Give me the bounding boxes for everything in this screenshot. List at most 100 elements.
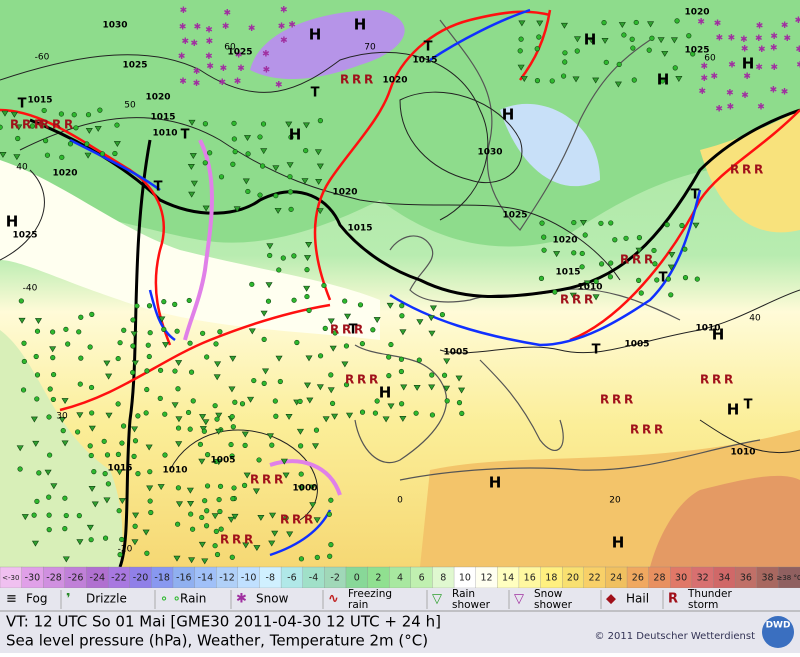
rain-symbol <box>571 219 577 226</box>
scale-label: 8 <box>440 573 446 584</box>
cold-front <box>69 138 176 342</box>
rain-symbol <box>259 163 266 169</box>
snow-symbol: ✱ <box>755 63 763 73</box>
snow-symbol: ✱ <box>237 64 245 74</box>
scale-label: 10 <box>459 573 471 584</box>
subtitle: Sea level pressure (hPa), Weather, Tempe… <box>6 632 428 650</box>
shower-symbol <box>427 315 435 322</box>
legend-panel <box>0 588 800 653</box>
rain-symbol <box>630 45 636 51</box>
scale-label: -22 <box>111 573 127 584</box>
shower-symbol <box>399 329 407 336</box>
rain-symbol <box>102 470 108 477</box>
thunderstorm-symbol: R <box>220 533 229 547</box>
rain-symbol <box>121 327 127 333</box>
rain-symbol <box>228 441 234 448</box>
shower-symbol <box>215 412 223 419</box>
rain-symbol <box>50 396 56 403</box>
rain-symbol <box>552 289 558 295</box>
snow-symbol: ✱ <box>262 50 270 60</box>
shower-symbol <box>583 280 591 287</box>
rain-symbol <box>459 410 465 417</box>
legend-label: Freezing <box>348 588 392 600</box>
rain-symbol <box>97 107 103 113</box>
rain-symbol <box>148 509 154 516</box>
rain-symbol <box>249 281 255 287</box>
rain-symbol <box>218 526 224 532</box>
rain-symbol <box>0 124 3 130</box>
shower-symbol <box>327 318 335 325</box>
rain-symbol <box>230 161 236 167</box>
shower-symbol <box>30 416 38 423</box>
legend-label: Snow <box>534 588 563 600</box>
pressure-label: 1030 <box>477 148 502 158</box>
shower-symbol <box>315 178 323 185</box>
thunderstorm-symbol: R <box>330 323 339 337</box>
rain-symbol <box>172 301 178 307</box>
rain-symbol <box>58 111 64 117</box>
isotherm-label: 50 <box>124 101 136 111</box>
shower-symbol <box>458 387 466 394</box>
snow-symbol: ✱ <box>757 102 765 112</box>
scale-label: ≥38 °C <box>776 574 800 582</box>
thunderstorm-symbol: R <box>584 293 593 307</box>
rain-symbol <box>287 189 294 195</box>
pressure-label: 1025 <box>502 211 527 221</box>
rain-symbol <box>291 253 297 259</box>
shower-symbol <box>302 122 310 129</box>
legend-label: Rain <box>452 588 475 600</box>
rain-symbol <box>261 336 267 342</box>
rain-symbol <box>31 512 37 518</box>
snow-symbol: ✱ <box>770 86 778 96</box>
shower-symbol <box>227 516 235 523</box>
thunderstorm-symbol: R <box>754 163 763 177</box>
snow-symbol: ✱ <box>755 34 763 44</box>
rain-symbol <box>579 264 585 270</box>
rain-symbol <box>135 413 141 419</box>
rain-symbol <box>668 292 674 298</box>
shower-symbol <box>201 558 209 565</box>
shower-symbol <box>553 251 561 258</box>
rain-symbol <box>175 485 182 491</box>
scale-label: 0 <box>354 573 360 584</box>
rain-symbol <box>257 134 263 140</box>
rain-symbol <box>343 382 350 388</box>
rain-symbol <box>386 373 392 379</box>
rain-symbol <box>162 452 168 458</box>
scale-label: -16 <box>176 573 192 584</box>
shower-symbol <box>162 342 170 348</box>
temperature-scale: <-30 -30 -28 -26 -24 -22 -20 -18 -16 -14 -12 -10 -8-… <box>0 566 800 589</box>
snow-symbol: ✱ <box>781 21 789 31</box>
scale-label: -24 <box>90 573 106 584</box>
rain-symbol <box>399 401 405 407</box>
pressure-label: 1015 <box>27 96 52 106</box>
legend-label: Thunder <box>687 588 733 600</box>
shower-symbol <box>103 360 111 367</box>
snow-symbol: ✱ <box>179 23 187 33</box>
shower-symbol <box>257 515 265 521</box>
rain-symbol <box>294 339 300 346</box>
legend-icon: ◆ <box>606 592 616 607</box>
map-labels: 1030 1025 1025 1020 1020 1015 1010 1020 1025 1015… <box>6 8 761 555</box>
rain-symbol <box>67 141 74 147</box>
rain-symbol <box>175 386 181 392</box>
shower-symbol <box>266 243 274 250</box>
rain-symbol <box>288 134 294 140</box>
rain-symbol <box>579 250 585 257</box>
rain-symbol <box>359 409 366 415</box>
low-pressure: T <box>181 128 190 143</box>
rain-symbol <box>256 457 262 463</box>
thunderstorm-symbol: R <box>34 118 43 132</box>
shower-symbol <box>442 385 451 392</box>
shower-symbol <box>31 540 39 547</box>
rain-symbol <box>265 298 272 304</box>
occluded-front <box>183 139 214 341</box>
hot-area <box>650 475 800 567</box>
thunderstorm-symbol: R <box>262 473 271 487</box>
rain-symbol <box>85 112 92 118</box>
rain-symbol <box>46 494 52 500</box>
rain-symbol <box>261 380 267 386</box>
scale-label: 14 <box>502 573 514 584</box>
rain-symbol <box>20 387 27 393</box>
snow-symbol: ✱ <box>180 6 188 16</box>
